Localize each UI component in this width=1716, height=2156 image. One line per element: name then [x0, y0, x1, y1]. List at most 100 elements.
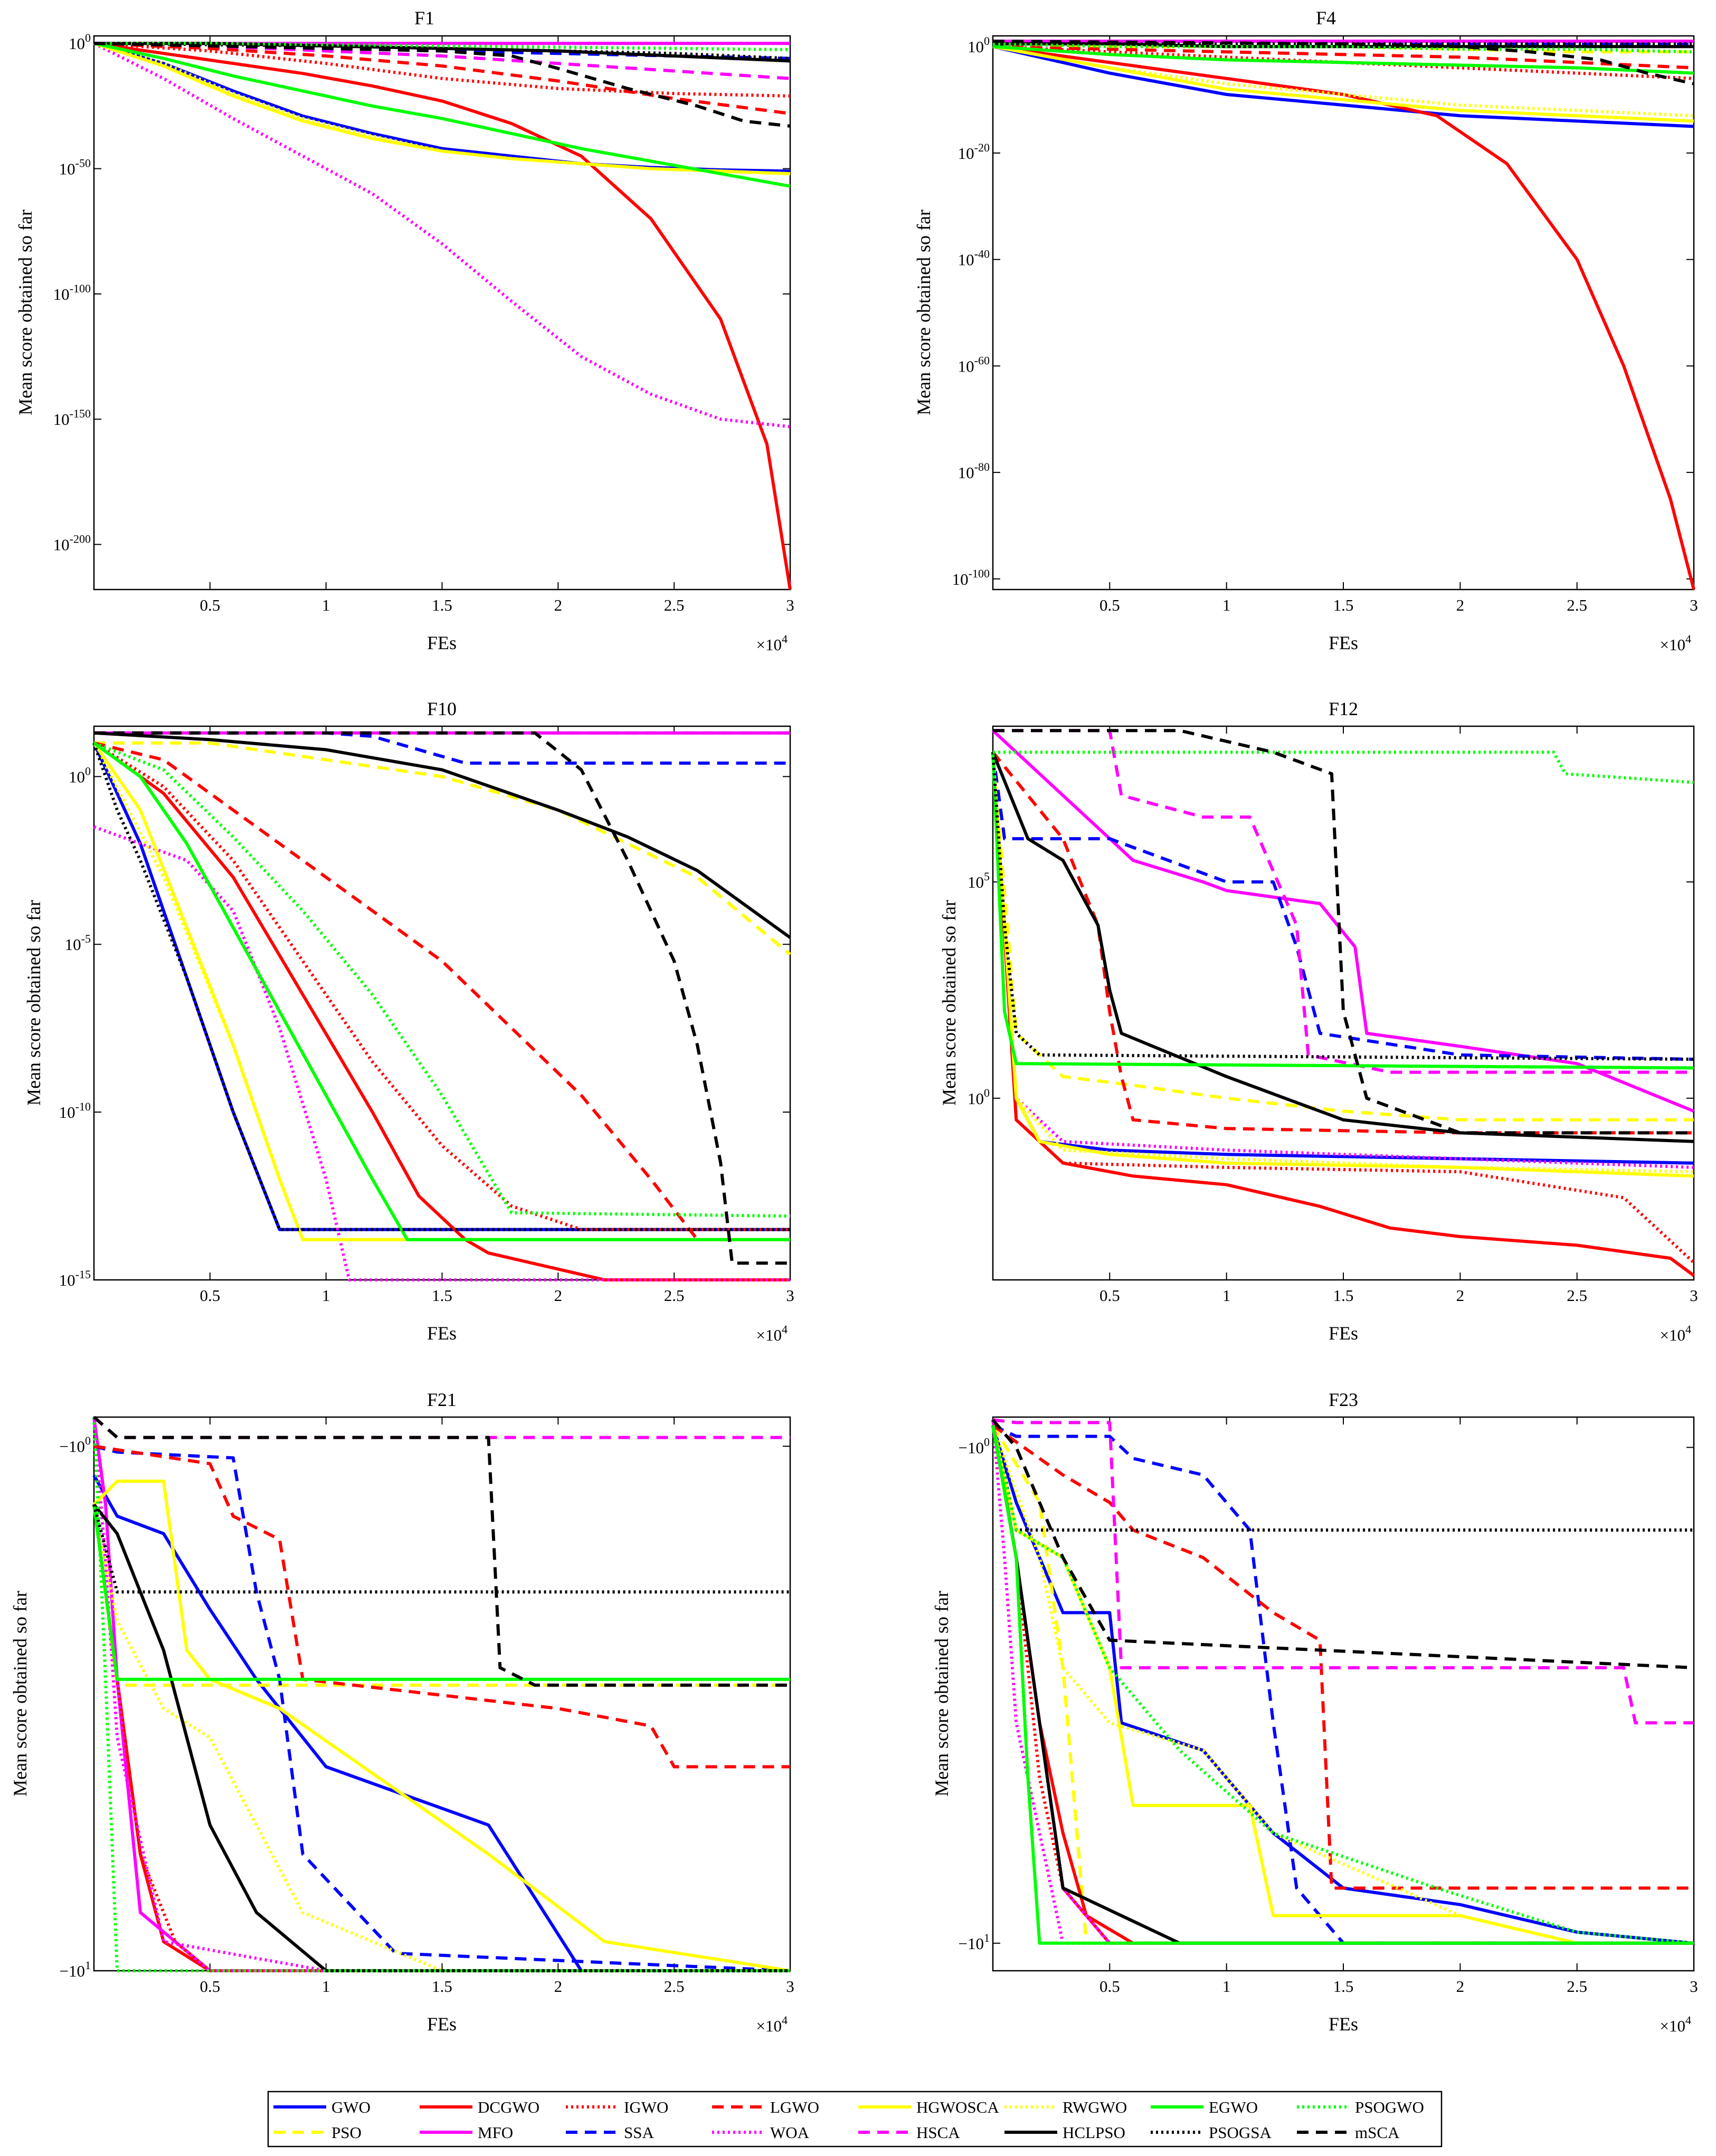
legend-label-egwo: EGWO: [1209, 2098, 1258, 2116]
chart-title: F1: [414, 7, 434, 29]
series-line-igwo: [93, 42, 791, 98]
x-axis-label: FEs: [427, 2013, 457, 2035]
series-layer: [92, 731, 791, 1281]
series-line-msca: [993, 729, 1694, 1135]
chart-title: F12: [1329, 698, 1358, 719]
tick-label: 100: [968, 34, 990, 56]
y-axis-label: Mean score obtained so far: [23, 900, 44, 1106]
series-layer: [992, 40, 1695, 590]
legend-label-ssa: SSA: [624, 2123, 654, 2142]
series-line-egwo: [991, 1425, 1694, 1945]
series-line-psogsa: [92, 1504, 790, 1594]
series-line-psogwo: [93, 742, 791, 1218]
series-line-mfo: [991, 729, 1695, 1113]
series-line-pso: [94, 741, 791, 956]
tick-label: 1.5: [1333, 1286, 1354, 1305]
tick-label: 2: [554, 1977, 563, 1996]
tick-exponent: -20: [974, 141, 990, 154]
tick-label: 1.5: [432, 1286, 452, 1305]
tick-label: 3: [1690, 1286, 1698, 1305]
tick-label: 0.5: [200, 1286, 220, 1305]
series-line-psogwo: [993, 751, 1694, 784]
tick-label: 2.5: [664, 596, 685, 614]
tick-exponent: 0: [984, 1435, 990, 1448]
tick-exponent: 0: [984, 1086, 990, 1099]
tick-exponent: -5: [81, 932, 91, 945]
tick-label: 1: [1222, 1977, 1231, 1996]
series-line-egwo: [92, 1504, 790, 1681]
x-axis: 0.5 1 1.5 2 2.5 3: [1099, 1417, 1698, 1996]
tick-exponent: 1: [85, 1959, 91, 1972]
tick-label: 1: [322, 1977, 330, 1996]
legend-items: GWO DCGWO IGWO LGWO HGWOSCA RWGWO EGWO PSOGWO PS…: [273, 2098, 1424, 2142]
chart-title: F23: [1329, 1389, 1358, 1410]
tick-label: 0.5: [1099, 1286, 1120, 1305]
tick-label: 10-60: [958, 354, 990, 375]
series-line-dcgwo: [93, 742, 790, 1281]
x-scale-exponent: 4: [782, 1323, 788, 1336]
tick-label: 2: [1456, 1977, 1465, 1996]
series-line-hclpso: [991, 752, 1694, 1143]
tick-exponent: -10: [75, 1100, 91, 1113]
series-line-msca: [991, 1419, 1694, 1669]
tick-exponent: -150: [70, 407, 91, 420]
chart-panel-f1: F1 0.5 1 1.5 2 2.5 3 10010-5010-10010-15010-2…: [15, 7, 794, 654]
x-axis-label: FEs: [427, 1323, 457, 1344]
series-line-lgwo: [992, 1424, 1694, 1890]
x-scale-exponent: 4: [782, 632, 788, 645]
tick-exponent: -100: [969, 567, 990, 580]
tick-label: 0.5: [200, 596, 220, 614]
legend-label-hclpso: HCLPSO: [1063, 2123, 1125, 2142]
legend-label-psogsa: PSOGSA: [1209, 2123, 1272, 2142]
x-axis-label: FEs: [1329, 2013, 1358, 2035]
x-axis-label: FEs: [1329, 632, 1358, 653]
series-line-psogwo: [92, 1417, 790, 1972]
x-axis-label: FEs: [427, 632, 457, 653]
tick-label: 1: [322, 1286, 330, 1305]
y-axis-label: Mean score obtained so far: [931, 1591, 952, 1797]
tick-label: 2: [1456, 1286, 1465, 1305]
tick-label: 2.5: [1567, 1286, 1587, 1305]
tick-label: 3: [1690, 596, 1698, 614]
series-line-woa: [991, 752, 1694, 1169]
legend-label-dcgwo: DCGWO: [478, 2098, 539, 2116]
tick-label: 1: [1222, 596, 1231, 614]
tick-label: 0.5: [1099, 596, 1120, 614]
tick-exponent: -15: [75, 1268, 91, 1281]
series-line-hclpso: [92, 1503, 790, 1972]
series-line-lgwo: [93, 42, 791, 116]
legend-box: [267, 2091, 1443, 2148]
series-line-msca: [992, 40, 1694, 86]
tick-label: 100: [968, 1086, 990, 1108]
legend-label-lgwo: LGWO: [770, 2098, 819, 2116]
series-line-lgwo: [93, 741, 790, 1241]
tick-label: 2: [554, 596, 563, 614]
tick-label: 2.5: [664, 1977, 685, 1996]
tick-label: 2: [1456, 596, 1465, 614]
series-line-igwo: [992, 45, 1694, 80]
tick-exponent: 0: [85, 31, 91, 44]
series-line-hgwosca: [992, 45, 1694, 123]
y-axis-label: Mean score obtained so far: [938, 900, 960, 1106]
legend: GWO DCGWO IGWO LGWO HGWOSCA RWGWO EGWO PSOGWO PS…: [267, 2091, 1443, 2148]
series-layer: [991, 729, 1695, 1277]
series-line-psogwo: [992, 42, 1694, 54]
series-line-egwo: [93, 42, 791, 188]
x-axis: 0.5 1 1.5 2 2.5 3: [200, 726, 794, 1305]
tick-label: 3: [786, 596, 794, 614]
legend-label-gwo: GWO: [331, 2098, 371, 2116]
chart-panel-f23: F23 0.5 1 1.5 2 2.5 3 −100−101 FEs Mean score…: [931, 1389, 1698, 2035]
series-line-gwo: [991, 1424, 1694, 1945]
y-axis-label: Mean score obtained so far: [913, 210, 934, 415]
series-line-msca: [93, 42, 791, 128]
series-line-msca: [94, 731, 790, 1265]
legend-label-msca: mSCA: [1355, 2123, 1400, 2142]
chart-title: F10: [427, 698, 457, 719]
tick-label: 3: [786, 1286, 794, 1305]
chart-title: F21: [427, 1389, 457, 1410]
chart-panel-f12: F12 0.5 1 1.5 2 2.5 3 100 105 FEs Mean score o…: [938, 698, 1698, 1344]
tick-label: 0.5: [1099, 1977, 1120, 1996]
chart-title: F4: [1316, 7, 1336, 29]
tick-label: 105: [968, 870, 990, 891]
